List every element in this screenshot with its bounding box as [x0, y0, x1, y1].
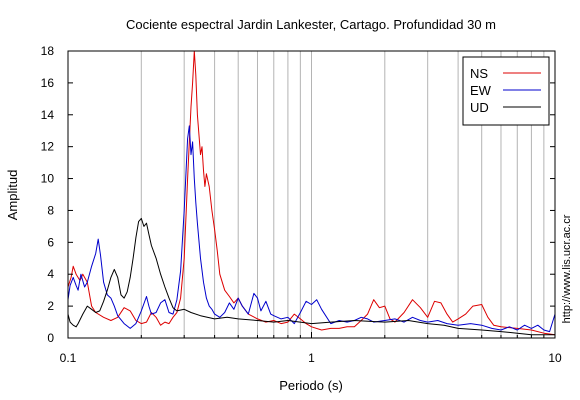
series-line-ew	[67, 125, 556, 333]
y-tick-label: 6	[47, 235, 54, 249]
legend-label-ud: UD	[470, 100, 489, 115]
x-tick-label: 10	[548, 351, 562, 365]
y-tick-label: 8	[47, 203, 54, 217]
legend-box	[462, 56, 550, 126]
series-lines	[67, 50, 556, 336]
chart-title: Cociente espectral Jardin Lankester, Car…	[126, 17, 496, 32]
series-line-ud	[67, 217, 555, 336]
x-tick-label: 1	[308, 351, 315, 365]
x-axis: 0.1 1 10	[60, 332, 562, 365]
legend-label-ew: EW	[470, 83, 492, 98]
x-axis-label: Periodo (s)	[279, 378, 343, 393]
website-side-text: http://www.lis.ucr.ac.cr	[561, 214, 573, 323]
y-tick-label: 12	[41, 140, 55, 154]
y-axis-label: Amplitud	[5, 170, 20, 221]
y-tick-label: 18	[41, 44, 55, 58]
legend-label-ns: NS	[470, 66, 488, 81]
y-tick-label: 0	[47, 331, 54, 345]
legend-entries: NS EW UD	[470, 66, 541, 115]
legend: NS EW UD	[462, 56, 550, 126]
vertical-grid	[140, 51, 545, 338]
y-tick-label: 10	[41, 172, 55, 186]
y-tick-label: 4	[47, 267, 54, 281]
y-tick-label: 2	[47, 299, 54, 313]
x-tick-label: 0.1	[60, 351, 77, 365]
y-tick-label: 14	[41, 108, 55, 122]
series-line-ns	[67, 50, 556, 336]
y-axis: 0 2 4 6 8 10 12 14 16 18	[41, 44, 555, 345]
y-tick-label: 16	[41, 76, 55, 90]
